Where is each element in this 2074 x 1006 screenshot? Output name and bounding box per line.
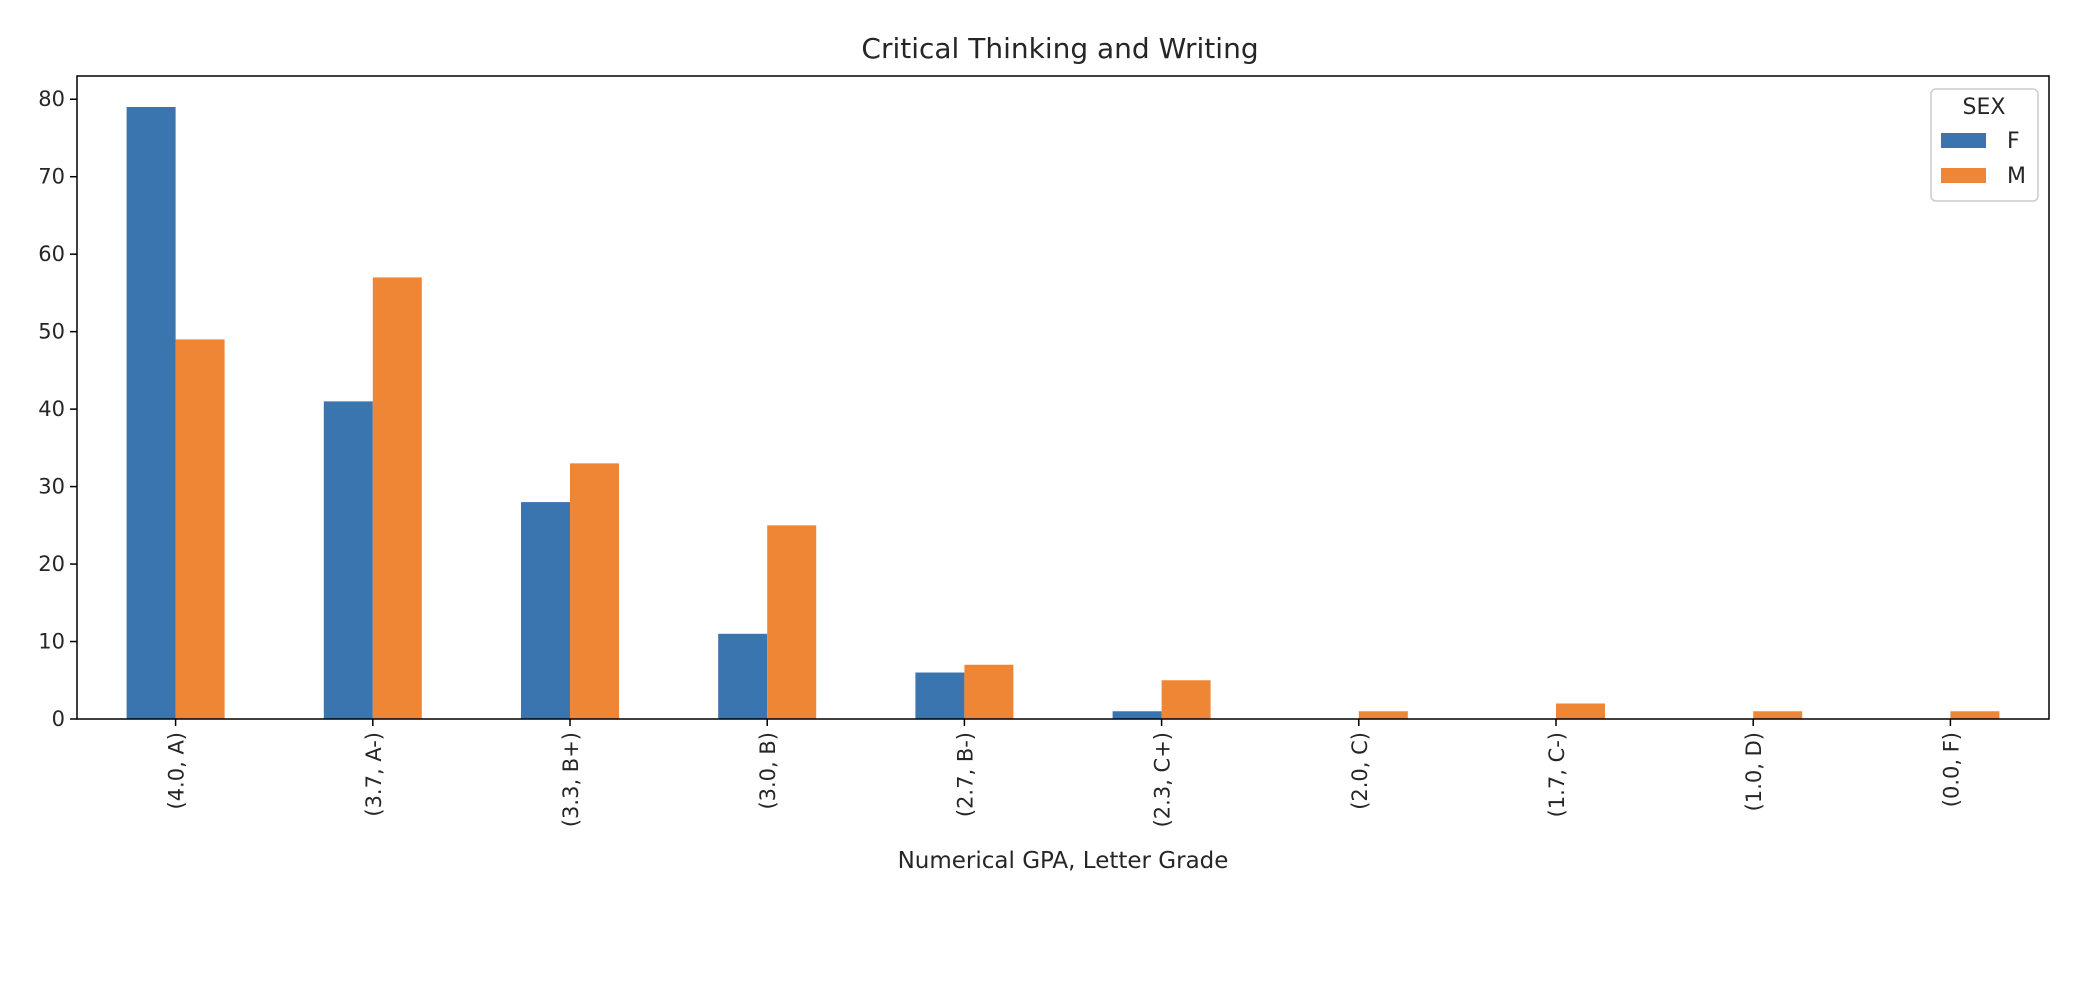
bar-m-7: [1556, 703, 1605, 719]
x-axis-label: Numerical GPA, Letter Grade: [898, 848, 1229, 874]
y-tick-label: 30: [38, 475, 65, 499]
bar-m-9: [1950, 711, 2000, 719]
bar-f-4: [915, 672, 965, 719]
x-tick-label: (3.3, B+): [559, 732, 583, 827]
x-tick-label: (4.0, A): [165, 732, 189, 810]
bar-m-1: [372, 277, 422, 719]
x-tick-label: (1.7, C-): [1545, 732, 1569, 817]
y-tick-label: 50: [38, 320, 65, 344]
plot-frame: [76, 75, 2050, 720]
bar-m-4: [964, 664, 1014, 719]
bar-f-0: [126, 106, 176, 719]
legend: SEX F M: [1930, 88, 2039, 202]
bar-m-6: [1358, 711, 1408, 719]
bars-group: [126, 106, 2000, 719]
x-tick-label: (3.0, B): [756, 732, 780, 810]
bar-f-1: [323, 401, 373, 719]
x-tick-label: (1.0, D): [1742, 732, 1766, 811]
y-axis: 0 10 20 30 40 50 60 70 80: [38, 87, 77, 731]
bar-m-3: [767, 525, 817, 719]
bar-m-0: [175, 339, 225, 719]
y-tick-label: 10: [38, 630, 65, 654]
bar-m-2: [570, 463, 619, 719]
legend-title: SEX: [1963, 95, 2006, 120]
y-tick-label: 20: [38, 552, 65, 576]
bar-f-2: [521, 502, 570, 719]
chart-title: Critical Thinking and Writing: [861, 32, 1258, 65]
x-tick-label: (0.0, F): [1939, 732, 1963, 807]
legend-swatch-m: [1941, 168, 1986, 183]
bar-f-5: [1112, 711, 1162, 719]
legend-swatch-f: [1941, 133, 1986, 148]
legend-label-f: F: [2007, 129, 2020, 154]
bar-f-3: [718, 633, 768, 719]
legend-label-m: M: [2007, 164, 2026, 189]
x-tick-label: (2.3, C+): [1151, 732, 1175, 827]
y-tick-label: 60: [38, 242, 65, 266]
bar-m-8: [1753, 711, 1803, 719]
bar-m-5: [1161, 680, 1211, 719]
y-tick-label: 80: [38, 87, 65, 111]
x-tick-label: (2.7, B-): [953, 732, 977, 817]
x-tick-label: (3.7, A-): [362, 732, 386, 817]
y-tick-label: 70: [38, 165, 65, 189]
x-axis: (4.0, A) (3.7, A-) (3.3, B+) (3.0, B) (2.7, …: [165, 719, 1963, 827]
x-tick-label: (2.0, C): [1348, 732, 1372, 810]
y-tick-label: 0: [52, 707, 65, 731]
y-tick-label: 40: [38, 397, 65, 421]
